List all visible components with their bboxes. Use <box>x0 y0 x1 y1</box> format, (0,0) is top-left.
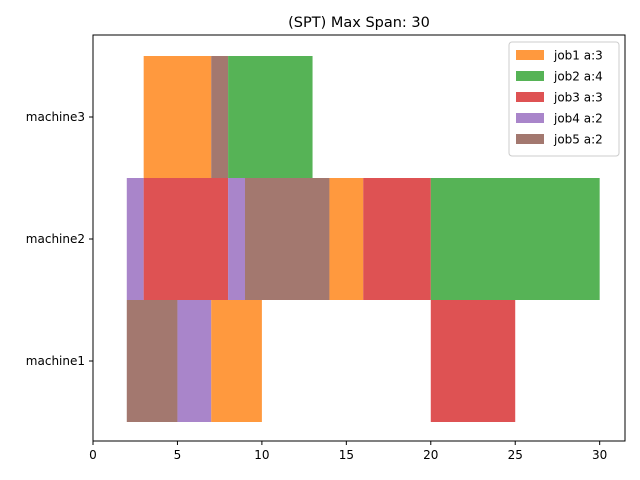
legend-label: job1 a:3 <box>553 49 603 63</box>
task-bar <box>430 300 516 422</box>
plot-frame <box>92 34 626 442</box>
y-tick-label: machine1 <box>26 354 85 368</box>
task-bar <box>126 178 144 300</box>
x-tick-label: 0 <box>89 448 97 462</box>
task-bar <box>228 178 245 300</box>
y-tick-label: machine3 <box>26 110 85 124</box>
task-bar <box>177 300 212 422</box>
task-bar <box>329 178 364 300</box>
task-bar <box>143 178 229 300</box>
legend-swatch <box>516 50 544 60</box>
task-bar <box>228 56 313 178</box>
task-bar <box>126 300 178 422</box>
y-axis: machine1 machine2 machine3 <box>26 110 93 368</box>
legend-label: job5 a:2 <box>553 133 603 147</box>
legend: job1 a:3 job2 a:4 job3 a:3 job4 a:2 job5 a:2 <box>508 41 620 157</box>
task-bar <box>211 300 262 422</box>
x-tick-label: 10 <box>254 448 269 462</box>
task-bar <box>430 178 600 300</box>
legend-label: job3 a:3 <box>553 91 603 105</box>
legend-swatch <box>516 134 544 144</box>
x-tick-label: 15 <box>339 448 354 462</box>
task-bar <box>363 178 431 300</box>
legend-box <box>508 41 620 157</box>
x-tick-label: 5 <box>174 448 182 462</box>
task-bar <box>143 56 212 178</box>
x-axis: 0 5 10 15 20 25 30 <box>89 441 607 462</box>
x-tick-label: 25 <box>508 448 523 462</box>
legend-swatch <box>516 71 544 81</box>
task-bars <box>126 56 600 422</box>
x-tick-label: 20 <box>423 448 438 462</box>
task-bar <box>245 178 330 300</box>
legend-label: job4 a:2 <box>553 112 603 126</box>
legend-swatch <box>516 92 544 102</box>
legend-swatch <box>516 113 544 123</box>
chart-title: (SPT) Max Span: 30 <box>288 15 430 31</box>
x-tick-label: 30 <box>592 448 607 462</box>
legend-label: job2 a:4 <box>553 70 603 84</box>
y-tick-label: machine2 <box>26 232 85 246</box>
task-bar <box>211 56 229 178</box>
